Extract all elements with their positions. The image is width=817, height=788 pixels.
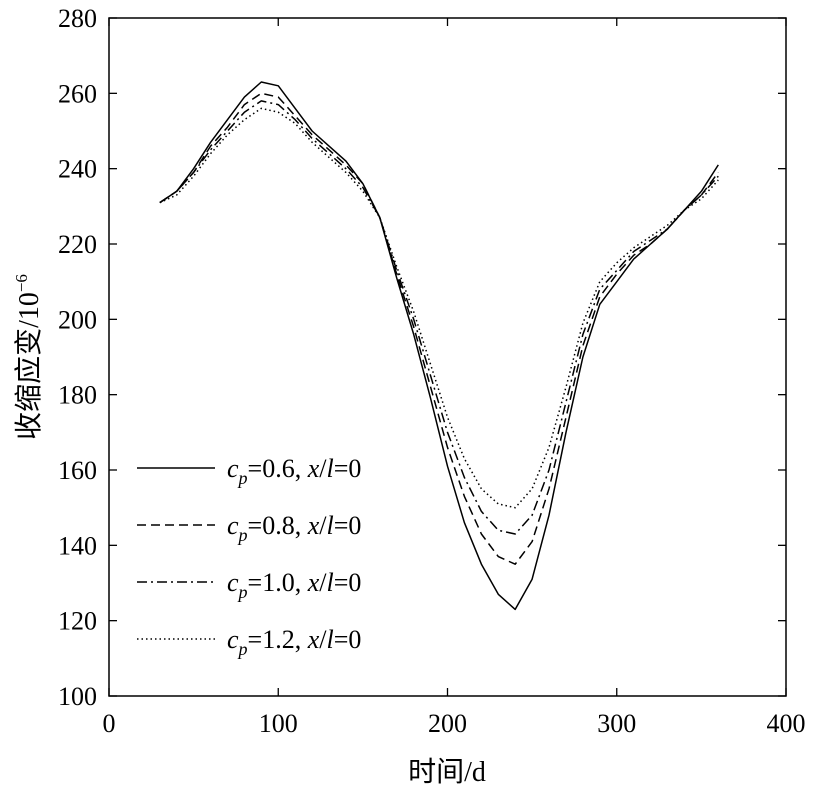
legend-label-part: =1.2, bbox=[248, 625, 308, 654]
legend-label-part: l bbox=[327, 454, 334, 483]
y-axis-title-group: 收缩应变/10−6 bbox=[12, 274, 45, 440]
series-line-1 bbox=[159, 81, 719, 611]
legend-label-4: cp=1.2, x/l=0 bbox=[227, 625, 361, 659]
legend-label-part: p bbox=[237, 639, 248, 659]
series-line-4 bbox=[159, 107, 719, 509]
legend-label-part: x bbox=[307, 568, 320, 597]
legend-label-part: / bbox=[319, 625, 327, 654]
axis-tick-labels: 0 100 200 300 400100120140160180200220240260… bbox=[58, 4, 806, 738]
y-tick-label: 160 bbox=[58, 456, 97, 485]
legend-label-part: =0.6, bbox=[248, 454, 308, 483]
legend-label-part: =0.8, bbox=[248, 511, 308, 540]
y-tick-label: 120 bbox=[58, 607, 97, 636]
legend-label-part: l bbox=[327, 568, 334, 597]
y-axis-title-exponent: −6 bbox=[12, 274, 31, 292]
y-tick-label: 260 bbox=[58, 79, 97, 108]
legend-label-part: l bbox=[327, 625, 334, 654]
series-line-2 bbox=[159, 92, 719, 565]
legend-label-part: / bbox=[319, 568, 327, 597]
x-tick-label: 200 bbox=[428, 709, 467, 738]
y-tick-label: 240 bbox=[58, 155, 97, 184]
legend-label-part: =0 bbox=[334, 511, 362, 540]
legend-label-part: x bbox=[307, 511, 320, 540]
legend-label-2: cp=0.8, x/l=0 bbox=[227, 511, 361, 545]
y-tick-label: 220 bbox=[58, 230, 97, 259]
legend-label-part: c bbox=[227, 511, 239, 540]
x-tick-label: 0 bbox=[103, 709, 116, 738]
legend-label-part: x bbox=[307, 625, 320, 654]
y-tick-label: 180 bbox=[58, 381, 97, 410]
legend-label-1: cp=0.6, x/l=0 bbox=[227, 454, 361, 488]
legend-label-part: c bbox=[227, 568, 239, 597]
x-tick-label: 400 bbox=[767, 709, 806, 738]
legend-label-part: =0 bbox=[334, 568, 362, 597]
plot-frame bbox=[108, 17, 787, 697]
legend-label-part: p bbox=[237, 525, 248, 545]
legend-label-part: c bbox=[227, 454, 239, 483]
y-axis-title: 收缩应变/10 bbox=[13, 292, 45, 440]
legend-label-part: p bbox=[237, 582, 248, 602]
svg-text:收缩应变/10−6: 收缩应变/10−6 bbox=[12, 274, 45, 440]
axis-ticks bbox=[108, 17, 787, 697]
legend-label-part: =0 bbox=[334, 454, 362, 483]
legend-label-part: =0 bbox=[334, 625, 362, 654]
legend-label-part: / bbox=[319, 511, 327, 540]
legend-label-part: l bbox=[327, 511, 334, 540]
x-tick-label: 100 bbox=[259, 709, 298, 738]
legend-label-part: x bbox=[307, 454, 320, 483]
y-tick-label: 280 bbox=[58, 4, 97, 33]
y-tick-label: 200 bbox=[58, 305, 97, 334]
legend-label-part: =1.0, bbox=[248, 568, 308, 597]
series-line-3 bbox=[159, 100, 719, 535]
series-lines bbox=[159, 81, 719, 611]
legend-label-part: c bbox=[227, 625, 239, 654]
y-tick-label: 140 bbox=[58, 531, 97, 560]
y-tick-label: 100 bbox=[58, 682, 97, 711]
legend-label-part: p bbox=[237, 468, 248, 488]
x-tick-label: 300 bbox=[597, 709, 636, 738]
legend: cp=0.6, x/l=0cp=0.8, x/l=0cp=1.0, x/l=0c… bbox=[137, 454, 361, 659]
legend-label-3: cp=1.0, x/l=0 bbox=[227, 568, 361, 602]
x-axis-title: 时间/d bbox=[408, 756, 486, 788]
legend-label-part: / bbox=[319, 454, 327, 483]
